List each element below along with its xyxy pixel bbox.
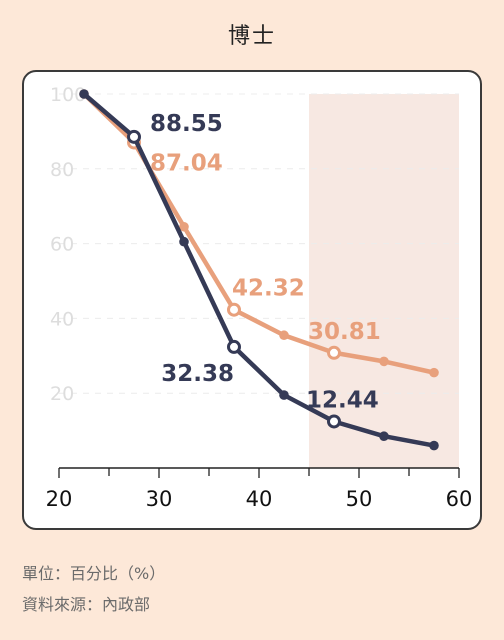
data-point [429, 367, 439, 378]
x-tick-label: 60 [446, 487, 473, 511]
x-tick-label: 40 [246, 487, 273, 511]
chart-title: 博士 [227, 24, 276, 49]
series-line-2 [81, 91, 437, 448]
y-tick-label: 60 [50, 234, 74, 256]
data-point-labeled [327, 345, 341, 360]
data-point-labeled [227, 302, 241, 317]
data-point [279, 390, 289, 400]
data-label: 30.81 [308, 319, 381, 345]
data-point [179, 221, 189, 232]
y-tick-label: 100 [50, 84, 86, 106]
data-point-labeled [327, 414, 341, 429]
data-point-labeled [227, 339, 241, 354]
y-tick-label: 80 [50, 159, 74, 181]
data-point [79, 89, 89, 99]
data-point [379, 356, 389, 367]
y-tick-label: 40 [50, 308, 74, 330]
data-label: 87.04 [150, 150, 223, 176]
data-point [179, 236, 189, 247]
x-tick-label: 50 [346, 487, 373, 511]
x-tick-label: 30 [146, 487, 173, 511]
data-label: 42.32 [232, 276, 305, 302]
data-point [429, 440, 439, 451]
chart-card: 20 40 60 80 100 20 30 40 50 60 87.04 42.32 30.81 88.5… [22, 70, 482, 530]
data-point [279, 330, 289, 341]
source-note: 資料來源：內政部 [22, 595, 151, 614]
unit-note: 單位：百分比（%） [22, 564, 166, 583]
x-tick-label: 20 [46, 487, 73, 511]
data-label: 32.38 [161, 361, 234, 387]
data-label: 12.44 [306, 387, 379, 413]
data-point-labeled [127, 129, 141, 144]
y-tick-label: 20 [50, 383, 74, 405]
data-point [379, 431, 389, 442]
highlight-band [309, 94, 459, 468]
data-label: 88.55 [150, 111, 223, 137]
